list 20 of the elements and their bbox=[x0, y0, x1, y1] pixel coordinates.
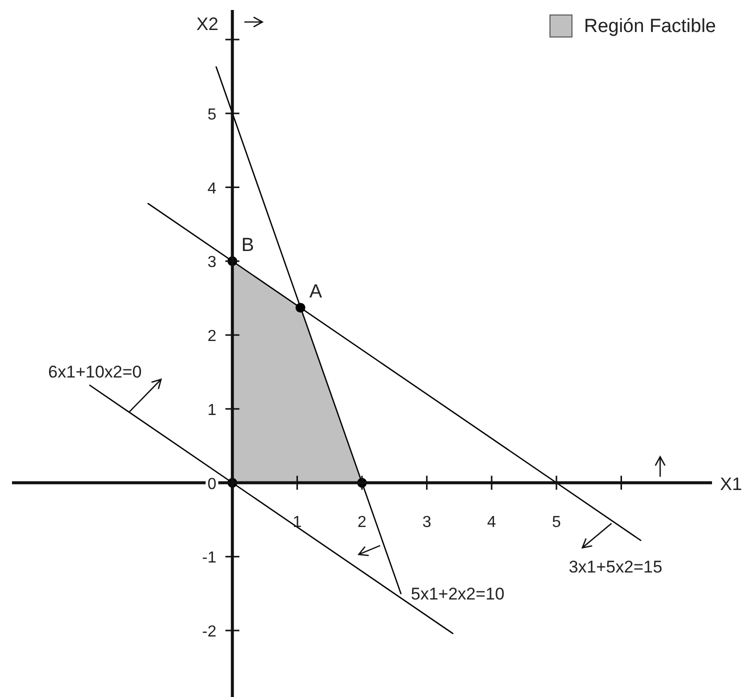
y-tick-label: 4 bbox=[207, 180, 216, 198]
y-tick-label: 5 bbox=[207, 106, 216, 124]
x-tick-label: 4 bbox=[487, 514, 496, 531]
annotation: B bbox=[241, 235, 254, 256]
annotation: 6x1+10x2=0 bbox=[48, 362, 142, 382]
y-tick-label: -2 bbox=[202, 624, 216, 641]
y-tick-label: 1 bbox=[207, 402, 216, 419]
annotation: 5x1+2x2=10 bbox=[410, 584, 504, 604]
y-tick-label: 3 bbox=[207, 254, 216, 272]
y-tick-label: -1 bbox=[202, 550, 216, 567]
y-axis-title: X2 bbox=[196, 14, 218, 34]
annotation: 3x1+5x2=15 bbox=[568, 557, 662, 576]
legend-label: Región Factible bbox=[584, 16, 716, 37]
y-tick-label: 2 bbox=[207, 328, 216, 346]
x-tick-label: 1 bbox=[292, 514, 302, 531]
annotation: A bbox=[309, 282, 322, 303]
x-axis-title: X1 bbox=[720, 474, 742, 494]
x-tick-label: 3 bbox=[422, 514, 432, 531]
x-tick-label: 2 bbox=[358, 514, 367, 531]
x-tick-label: 5 bbox=[552, 514, 561, 531]
